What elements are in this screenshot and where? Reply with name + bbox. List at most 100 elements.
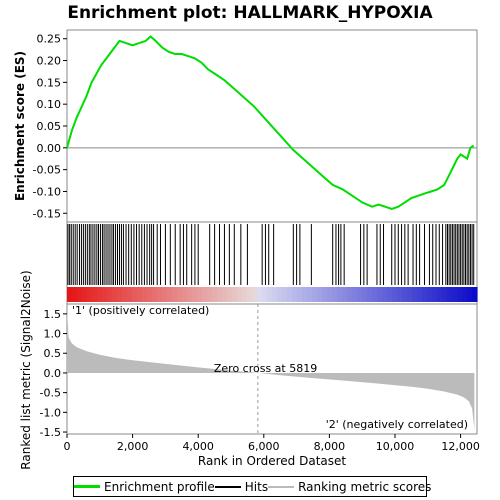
heat-bar-segment (172, 287, 178, 302)
heat-bar-segment (322, 287, 328, 302)
x-tick-label: 4,000 (182, 440, 214, 453)
legend-item-ranking-metric: Ranking metric scores (268, 480, 431, 494)
metric-y-tick-label: 0.0 (44, 367, 62, 380)
heat-bar-segment (422, 287, 428, 302)
heat-bar-segment (342, 287, 348, 302)
heat-bar-segment (392, 287, 398, 302)
legend-label-ranking-metric: Ranking metric scores (298, 479, 432, 494)
x-tick-label: 10,000 (376, 440, 415, 453)
legend-swatch-ranking-metric (268, 485, 295, 488)
heat-bar-segment (297, 287, 303, 302)
heat-bar-segment (242, 287, 248, 302)
heat-bar-segment (127, 287, 133, 302)
heat-bar-segment (317, 287, 323, 302)
heat-bar-segment (217, 287, 223, 302)
heat-bar-segment (367, 287, 373, 302)
heat-bar-segment (467, 287, 473, 302)
heat-bar-segment (82, 287, 88, 302)
heat-bar-segment (352, 287, 358, 302)
heat-bar-segment (142, 287, 148, 302)
hits-panel (66, 221, 478, 305)
es-y-tick-label: 0.15 (37, 76, 62, 89)
legend-item-hits: Hits (214, 479, 269, 494)
heat-bar-segment (287, 287, 293, 302)
heat-bar-segment (417, 287, 423, 302)
heat-bar-segment (122, 287, 128, 302)
heat-bar-segment (237, 287, 243, 302)
negative-correlation-label: '2' (negatively correlated) (326, 418, 468, 431)
x-tick-label: 2,000 (117, 440, 149, 453)
heat-bar-segment (427, 287, 433, 302)
heat-bar-segment (412, 287, 418, 302)
x-tick-label: 12,000 (441, 440, 480, 453)
es-ylabel: Enrichment score (ES) (13, 51, 27, 201)
heat-bar-segment (362, 287, 368, 302)
ranking-metric-area (67, 307, 475, 431)
heat-bar-segment (157, 287, 163, 302)
heat-bar-segment (387, 287, 393, 302)
es-y-tick-label: 0.00 (37, 142, 62, 155)
heat-bar-segment (177, 287, 183, 302)
metric-ylabel: Ranked list metric (Signal2Noise) (19, 270, 33, 469)
heat-bar-segment (347, 287, 353, 302)
heat-bar-segment (257, 287, 263, 302)
heat-bar-segment (432, 287, 438, 302)
heat-bar-segment (247, 287, 253, 302)
zero-cross-label: Zero cross at 5819 (214, 362, 317, 375)
chart-legend: Enrichment profile Hits Ranking metric s… (73, 476, 431, 497)
legend-label-hits: Hits (244, 479, 269, 494)
heat-bar-segment (207, 287, 213, 302)
heat-bar-segment (77, 287, 83, 302)
heat-bar-segment (357, 287, 363, 302)
heat-bar-segment (462, 287, 468, 302)
heat-bar-segment (372, 287, 378, 302)
heat-bar-segment (402, 287, 408, 302)
heat-bar-segment (282, 287, 288, 302)
legend-swatch-hits (214, 485, 241, 488)
heat-bar-segment (457, 287, 463, 302)
heat-bar-segment (262, 287, 268, 302)
heat-bar-segment (252, 287, 258, 302)
heat-bar-segment (102, 287, 108, 302)
heat-bar-segment (472, 287, 478, 302)
legend-label-enrichment-profile: Enrichment profile (104, 479, 215, 494)
x-axis-label: Rank in Ordered Dataset (198, 454, 346, 468)
x-tick-label: 0 (64, 440, 71, 453)
es-y-tick-label: 0.25 (37, 33, 62, 46)
heat-bar-segment (447, 287, 453, 302)
heat-bar-segment (332, 287, 338, 302)
metric-y-tick-label: 1.5 (44, 308, 62, 321)
metric-y-tick-label: -1.5 (40, 426, 61, 439)
metric-y-axis: 1.5 1.0 0.5 0.0 -0.5 -1.0 -1.5 (40, 308, 67, 439)
heat-bar-segment (442, 287, 448, 302)
heat-bar-segment (312, 287, 318, 302)
es-y-tick-label: 0.10 (37, 98, 62, 111)
metric-panel: Zero cross at 5819 '1' (positively corre… (19, 270, 478, 470)
heat-bar-segment (147, 287, 153, 302)
heat-bar-segment (97, 287, 103, 302)
heat-bar-segment (407, 287, 413, 302)
heat-bar-segment (87, 287, 93, 302)
heat-bar-segment (277, 287, 283, 302)
heat-bar-segment (272, 287, 278, 302)
heat-bar-segment (107, 287, 113, 302)
es-y-tick-label: -0.05 (33, 164, 61, 177)
metric-y-tick-label: 1.0 (44, 328, 62, 341)
heat-bar-segment (92, 287, 98, 302)
enrichment-profile-line (66, 35, 475, 210)
heat-bar-segment (382, 287, 388, 302)
heat-bar-segment (187, 287, 193, 302)
metric-y-tick-label: 0.5 (44, 347, 62, 360)
heat-bar-segment (137, 287, 143, 302)
heat-bar-segment (72, 287, 78, 302)
heat-bar-segment (167, 287, 173, 302)
heat-bar-segment (202, 287, 208, 302)
heat-bar-segment (452, 287, 458, 302)
es-panel: 0.250.200.150.100.050.00-0.05-0.10-0.15 … (13, 29, 478, 223)
es-y-tick-label: 0.20 (37, 55, 62, 68)
heat-bar-segment (327, 287, 333, 302)
ranking-heat-bar (67, 287, 478, 302)
legend-item-enrichment-profile: Enrichment profile (74, 480, 215, 494)
heat-bar-segment (132, 287, 138, 302)
heat-bar-segment (212, 287, 218, 302)
